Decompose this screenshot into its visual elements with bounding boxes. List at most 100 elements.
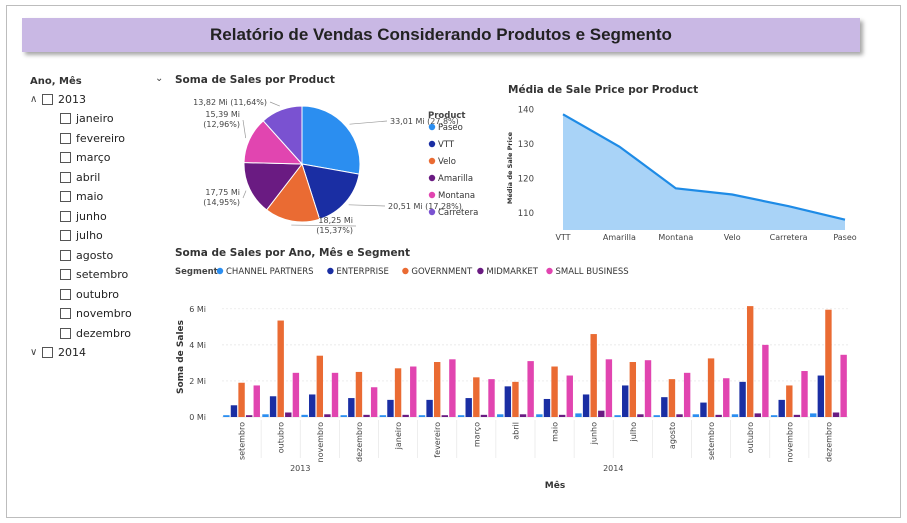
bar-channel-partners	[379, 415, 387, 417]
bar-x-tick: fevereiro	[433, 422, 442, 458]
slicer-month-item[interactable]: março	[60, 149, 111, 167]
legend-marker-amarilla	[428, 174, 436, 182]
slicer-month-item[interactable]: novembro	[60, 305, 132, 323]
legend-item-vtt: VTT	[438, 140, 455, 150]
checkbox[interactable]	[60, 152, 71, 163]
chevron-down-icon[interactable]: ∨	[30, 347, 38, 358]
area-line	[562, 113, 846, 221]
bar-enterprise	[622, 385, 629, 417]
pie-data-label: 15,39 Mi	[205, 110, 240, 119]
slicer-month-item[interactable]: julho	[60, 227, 103, 245]
bar-small-business	[449, 359, 456, 417]
pie-chart: 33,01 Mi (27,8%) 20,51 Mi (17,28%) 18,25 M…	[193, 98, 478, 235]
bar-channel-partners	[810, 413, 817, 417]
pie-data-label: 20,51 Mi (17,28%)	[388, 202, 462, 211]
slicer-month-label: novembro	[76, 307, 132, 320]
slicer-month-label: setembro	[76, 268, 129, 281]
checkbox[interactable]	[60, 269, 71, 280]
bar-y-tick: 0 Mi	[189, 413, 206, 422]
slicer-month-label: outubro	[76, 287, 119, 301]
bar-midmarket	[480, 414, 488, 417]
report-title: Relatório de Vendas Considerando Produto…	[210, 25, 672, 44]
bar-small-business	[488, 379, 495, 417]
bar-channel-partners	[262, 414, 269, 417]
checkbox[interactable]	[60, 191, 71, 202]
bar-midmarket	[676, 414, 683, 417]
slicer-month-item[interactable]: junho	[60, 207, 107, 225]
slicer-month-item[interactable]: abril	[60, 168, 100, 186]
pie-legend-title: Product	[428, 111, 466, 121]
pie-data-label: 17,75 Mi	[205, 188, 240, 197]
bar-enterprise	[817, 375, 825, 417]
bar-x-tick: março	[472, 422, 481, 447]
bar-government	[512, 381, 519, 417]
bar-government	[355, 371, 363, 417]
pie-data-label-pct: (15,37%)	[316, 226, 353, 235]
bar-channel-partners	[457, 415, 465, 417]
checkbox[interactable]	[60, 288, 71, 300]
legend-item-channel-partners: CHANNEL PARTNERS	[226, 267, 314, 277]
bar-government	[551, 366, 558, 417]
pie-leader-line	[349, 120, 388, 125]
slicer-month-item[interactable]: setembro	[60, 266, 128, 284]
bar-small-business	[331, 372, 339, 417]
legend-marker-midmarket	[477, 267, 484, 275]
area-y-tick: 110	[518, 209, 534, 219]
checkbox[interactable]	[60, 171, 71, 183]
slicer-month-item[interactable]: agosto	[60, 246, 113, 264]
chevron-up-icon[interactable]: ∧	[30, 93, 38, 105]
checkbox[interactable]	[42, 93, 53, 105]
bar-x-tick: abril	[511, 422, 520, 440]
legend-item-small-business: SMALL BUSINESS	[556, 267, 629, 277]
checkbox[interactable]	[60, 249, 71, 261]
checkbox[interactable]	[60, 230, 71, 241]
slicer-month-item[interactable]: outubro	[60, 285, 119, 303]
area-x-tick: Paseo	[833, 233, 856, 242]
slicer-month-item[interactable]: dezembro	[60, 324, 131, 342]
bar-enterprise	[582, 394, 590, 417]
bar-x-tick: dezembro	[355, 422, 364, 462]
checkbox[interactable]	[60, 327, 71, 339]
bar-x-tick: junho	[590, 422, 599, 445]
bar-channel-partners	[223, 415, 230, 417]
bar-small-business	[762, 344, 769, 417]
bar-x-tick: setembro	[707, 422, 716, 460]
bar-y-tick: 6 Mi	[189, 305, 206, 314]
legend-item-velo: Velo	[438, 157, 456, 167]
checkbox[interactable]	[60, 113, 71, 124]
bar-y-tick: 2 Mi	[189, 377, 206, 386]
bar-midmarket	[715, 414, 722, 417]
slicer-month-label: maio	[76, 190, 104, 203]
bar-midmarket	[793, 414, 801, 417]
checkbox[interactable]	[42, 347, 53, 358]
slicer-month-label: abril	[76, 170, 101, 184]
pie-data-label: 13,82 Mi (11,64%)	[193, 98, 267, 107]
bar-small-business	[683, 372, 691, 417]
slicer-month-item[interactable]: fevereiro	[60, 129, 125, 147]
date-slicer[interactable]: Ano, Mês ∧ 2013 janeiro fevereiro março abril…	[30, 76, 150, 366]
bar-x-tick: agosto	[668, 422, 677, 449]
bar-x-tick: novembro	[316, 422, 325, 463]
slicer-month-item[interactable]: maio	[60, 188, 103, 206]
checkbox[interactable]	[60, 308, 71, 319]
bar-government	[316, 355, 324, 417]
bar-enterprise	[543, 398, 551, 417]
bar-small-business	[292, 372, 300, 417]
bar-government	[707, 358, 715, 417]
pie-slice-amarilla	[243, 162, 303, 211]
slicer-month-item[interactable]: janeiro	[60, 110, 114, 128]
pie-data-label-pct: (12,96%)	[203, 120, 240, 129]
bar-channel-partners	[692, 414, 700, 417]
slicer-year-2013[interactable]: ∧ 2013	[30, 90, 86, 108]
legend-marker-channel-partners	[216, 267, 224, 275]
bar-government	[590, 334, 597, 417]
checkbox[interactable]	[60, 210, 71, 222]
slicer-month-label: março	[76, 151, 111, 164]
checkbox[interactable]	[60, 132, 71, 144]
bar-government	[394, 368, 402, 417]
bar-small-business	[801, 371, 808, 417]
legend-item-paseo: Paseo	[438, 123, 463, 133]
bar-government	[746, 306, 754, 417]
chevron-down-icon[interactable]: ⌄	[155, 73, 164, 84]
slicer-year-2014[interactable]: ∨ 2014	[30, 344, 86, 362]
